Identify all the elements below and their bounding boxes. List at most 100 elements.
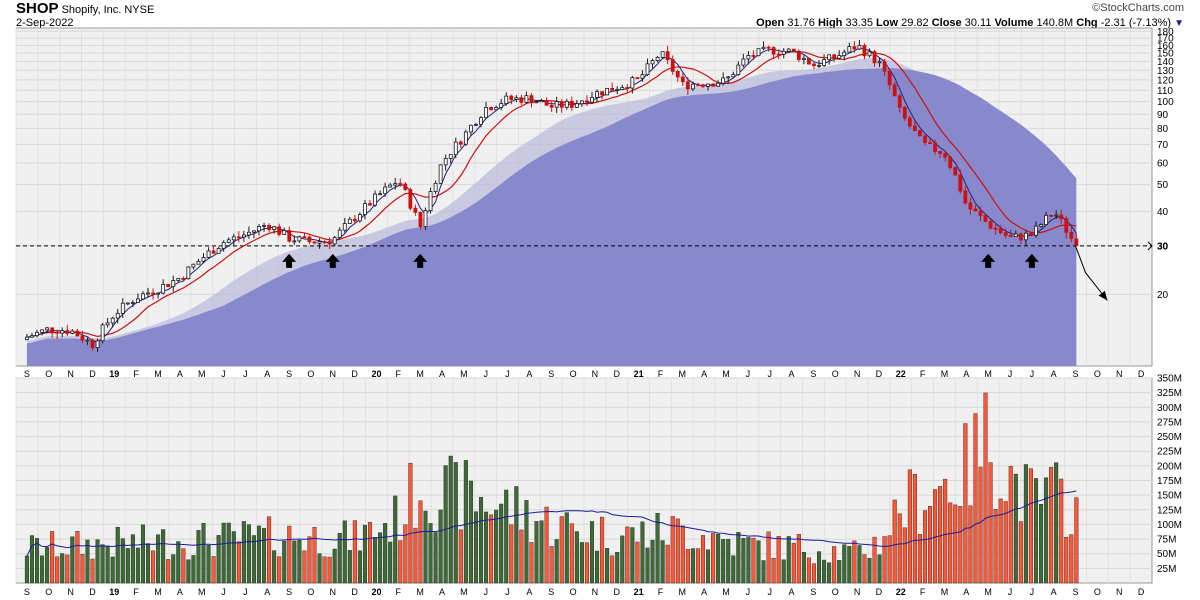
volume-bar [963,423,968,584]
candle-body [1018,233,1023,241]
volume-bar [393,495,398,584]
candle-body [524,95,529,103]
volume-bar [352,520,357,584]
candle-body [640,74,645,79]
candle-body [1039,224,1043,227]
volume-bar [897,513,902,584]
candle-body [236,236,241,239]
candle-body [45,327,50,331]
candle-body [539,100,544,103]
volume-bar [811,563,817,584]
candle-body [352,218,357,222]
volume-bar [468,480,473,584]
volume-bar [428,523,433,584]
candle-body [574,103,579,108]
volume-bar [302,550,307,584]
volume-bar [549,546,554,584]
volume-bar [882,536,887,584]
price-tick-label: 140 [1157,57,1174,68]
volume-bar [867,557,872,584]
candle-body [196,260,201,265]
price-x-tick-label: S [810,369,816,379]
candle-body [1029,232,1033,236]
volume-bar [100,544,105,584]
volume-tick-label: 175M [1157,476,1182,487]
price-tick-label: 60 [1157,158,1169,169]
price-tick-label: 110 [1157,86,1173,97]
volume-x-tick-label: A [701,587,707,597]
candle-body [796,50,801,60]
price-x-tick-label: J [221,369,226,379]
candle-body [252,230,256,233]
candle-body [337,229,342,238]
volume-bar [135,547,140,584]
candle-body [317,241,322,244]
volume-bar [1059,478,1064,584]
volume-bar [1003,501,1008,584]
candle-body [892,84,897,97]
volume-bar [711,533,716,584]
volume-bar [297,539,302,584]
volume-x-tick-label: M [198,587,206,597]
volume-bar [55,556,60,584]
exchange: NYSE [124,4,155,16]
volume-bar [362,524,367,584]
volume-bar [151,550,156,584]
candle-body [938,150,943,154]
price-x-tick-label: O [45,369,52,379]
volume-bar [181,548,186,584]
volume-tick-label: 100M [1157,520,1182,531]
candle-body [514,97,519,100]
candle-body [181,278,186,280]
price-x-tick-label: A [526,369,532,379]
volume-bar [630,527,635,584]
candle-body [832,54,837,59]
candle-body [342,223,347,231]
volume-bar [983,392,988,584]
volume-x-tick-label: A [177,587,183,597]
price-x-tick-label: N [592,369,599,379]
candle-body [544,100,549,106]
volume-bar [1044,477,1049,584]
support-arrowhead [1147,241,1153,251]
candle-body [827,54,832,60]
volume-bar [433,532,438,584]
candle-body [292,240,297,243]
volume-bar [1023,464,1028,584]
candle-body [882,61,887,72]
volume-bar [226,522,231,584]
volume-bar [968,505,973,584]
volume-bar [70,536,75,584]
candle-body [166,283,171,287]
candle-body [620,87,625,90]
candle-body [680,76,685,83]
candle-body [605,88,610,96]
volume-x-tick-label: M [679,587,687,597]
volume-bar [938,486,943,584]
price-x-tick-label: M [722,369,730,379]
volume-bar [403,524,408,584]
volume-x-tick-label: M [984,587,992,597]
candle-body [923,135,927,143]
volume-tick-label: 300M [1157,403,1182,414]
candle-body [736,64,741,75]
volume-tick-label: 25M [1157,564,1176,575]
volume-x-tick-label: O [1094,587,1101,597]
volume-bar [75,531,80,584]
candle-body [731,74,736,78]
candle-body [983,215,988,222]
volume-bar [176,541,181,584]
volume-bar [529,542,534,584]
volume-bar [357,550,362,584]
price-x-tick-label: A [439,369,445,379]
price-x-tick-label: M [154,369,162,379]
volume-bar [877,554,882,584]
volume-bar [912,473,917,584]
candle-body [226,239,231,243]
volume-bar [453,462,458,584]
candle-body [186,266,191,280]
volume-x-tick-label: S [548,587,554,597]
candle-body [206,250,211,258]
volume-x-tick-label: F [133,587,139,597]
volume-x-tick-label: M [416,587,424,597]
